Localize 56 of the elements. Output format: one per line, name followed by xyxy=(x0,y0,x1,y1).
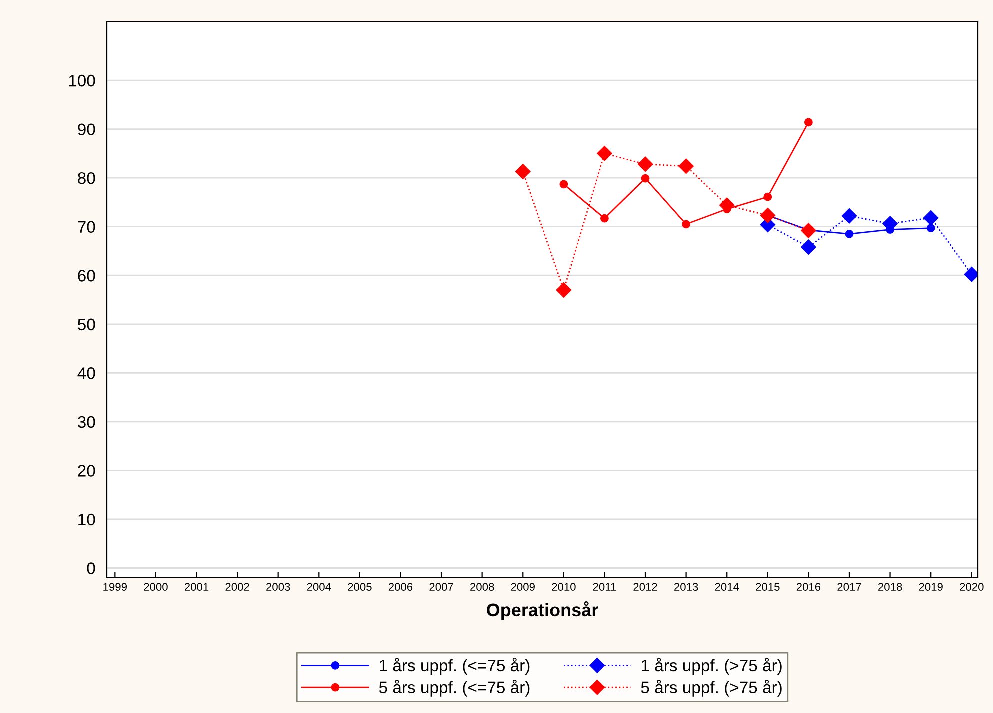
x-tick-label: 2012 xyxy=(634,583,658,592)
x-tick-label: 2016 xyxy=(796,583,821,592)
point xyxy=(845,230,854,238)
x-tick-label: 2008 xyxy=(470,583,494,592)
x-tick-label: 1999 xyxy=(104,583,127,592)
point xyxy=(760,208,776,224)
point xyxy=(804,118,813,127)
point xyxy=(515,164,531,180)
y-tick-label: 50 xyxy=(78,318,96,331)
x-axis-title: Operationsår xyxy=(487,602,598,620)
point xyxy=(560,180,568,189)
point xyxy=(800,239,817,256)
point xyxy=(678,158,694,174)
legend-label: 5 års uppf. (>75 år) xyxy=(641,680,782,697)
y-tick-label: 60 xyxy=(78,270,96,282)
x-tick-label: 2019 xyxy=(919,583,943,592)
x-tick-label: 2017 xyxy=(838,583,862,592)
legend-label: 1 års uppf. (<=75 år) xyxy=(380,658,530,675)
x-tick-label: 2000 xyxy=(144,583,168,592)
y-tick-label: 100 xyxy=(69,74,96,87)
x-tick-label: 2009 xyxy=(511,583,535,592)
point xyxy=(600,214,609,223)
point xyxy=(923,210,939,226)
x-tick-label: 2018 xyxy=(878,583,902,592)
y-tick-label: 30 xyxy=(78,416,96,428)
x-tick-label: 2003 xyxy=(266,583,290,592)
point xyxy=(556,282,572,298)
y-tick-label: 40 xyxy=(78,368,96,380)
x-tick-label: 2010 xyxy=(552,583,576,592)
point xyxy=(800,222,817,239)
y-tick-label: 10 xyxy=(78,514,96,526)
x-tick-label: 2007 xyxy=(430,583,454,592)
point xyxy=(641,174,650,183)
x-tick-label: 2014 xyxy=(715,583,740,592)
point xyxy=(926,224,936,232)
x-tick-label: 2001 xyxy=(184,583,209,592)
y-tick-label: 20 xyxy=(78,465,96,477)
y-tick-label: 90 xyxy=(78,124,96,136)
legend-label: 5 års uppf. (<=75 år) xyxy=(379,680,530,697)
x-tick-label: 2004 xyxy=(307,583,332,592)
x-tick-label: 2005 xyxy=(348,583,372,592)
y-tick-label: 80 xyxy=(78,172,96,184)
y-tick-label: 0 xyxy=(87,562,96,574)
x-tick-label: 2013 xyxy=(674,583,698,592)
x-tick-label: 2006 xyxy=(388,583,413,592)
y-tick-label: 70 xyxy=(78,221,96,234)
x-tick-label: 2002 xyxy=(226,583,250,592)
point xyxy=(638,156,654,172)
legend-label: 1 års uppf. (>75 år) xyxy=(642,658,782,675)
x-tick-label: 2020 xyxy=(960,583,984,592)
x-tick-label: 2011 xyxy=(593,583,616,592)
x-tick-label: 2015 xyxy=(756,583,780,592)
point xyxy=(764,192,772,202)
point xyxy=(682,220,690,229)
point xyxy=(596,146,613,162)
point xyxy=(842,208,858,224)
